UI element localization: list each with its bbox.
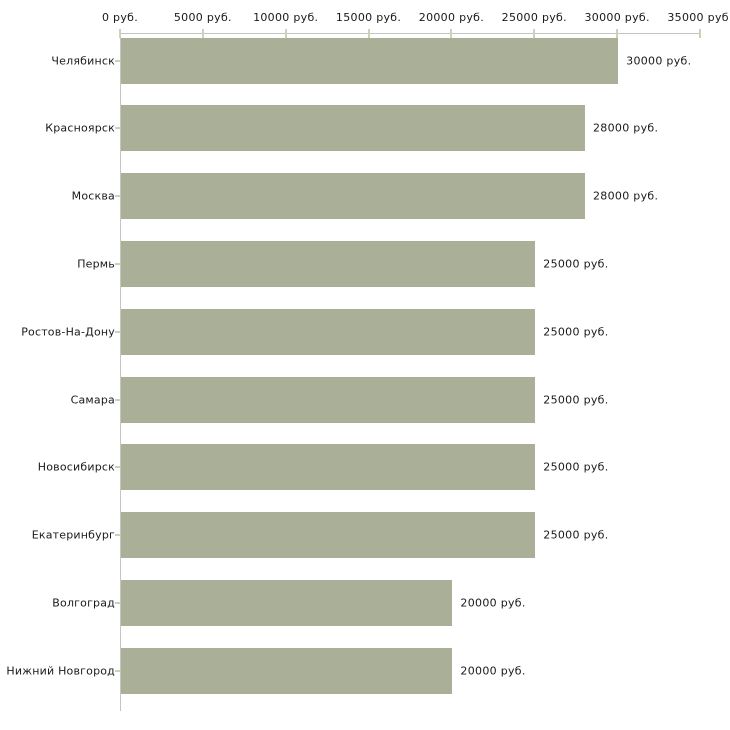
x-axis-line bbox=[120, 33, 701, 34]
bar-волгоград bbox=[121, 579, 453, 626]
bar-челябинск bbox=[121, 37, 619, 84]
y-axis-line bbox=[120, 33, 121, 711]
x-axis-tick-mark bbox=[699, 29, 701, 38]
bar-value-label: 20000 руб. bbox=[460, 596, 526, 610]
y-axis-tick-mark bbox=[115, 466, 120, 469]
bar-value-label: 25000 руб. bbox=[543, 528, 609, 542]
category-label: Пермь bbox=[77, 257, 115, 271]
x-axis-tick-label: 30000 руб. bbox=[584, 11, 650, 24]
x-axis-tick-mark bbox=[201, 29, 204, 38]
x-axis-tick-label: 10000 руб. bbox=[253, 11, 319, 24]
y-axis-tick-mark bbox=[115, 669, 120, 672]
bar-ростов-на-дону bbox=[121, 308, 536, 355]
x-axis-tick-label: 35000 руб. bbox=[667, 11, 730, 24]
bar-value-label: 20000 руб. bbox=[460, 664, 526, 678]
category-label: Челябинск bbox=[51, 54, 115, 67]
bar-самара bbox=[121, 376, 536, 423]
category-label: Красноярск bbox=[45, 121, 115, 135]
category-label: Екатеринбург bbox=[31, 528, 115, 542]
bar-value-label: 25000 руб. bbox=[543, 257, 609, 271]
x-axis-tick-mark bbox=[119, 29, 121, 38]
category-label: Ростов-На-Дону bbox=[21, 325, 115, 339]
bar-value-label: 25000 руб. bbox=[543, 325, 609, 339]
y-axis-tick-mark bbox=[115, 195, 120, 198]
x-axis-tick-mark bbox=[450, 29, 453, 38]
bar-value-label: 28000 руб. bbox=[593, 121, 659, 135]
bar-новосибирск bbox=[121, 444, 536, 491]
x-axis-tick-label: 5000 руб. bbox=[173, 11, 232, 24]
bar-value-label: 25000 руб. bbox=[543, 460, 609, 474]
category-label: Нижний Новгород bbox=[6, 664, 115, 678]
y-axis-tick-mark bbox=[115, 127, 120, 130]
x-axis-tick-label: 25000 руб. bbox=[501, 11, 567, 24]
x-axis-tick-label: 0 руб. bbox=[101, 11, 139, 24]
x-axis-tick-label: 20000 руб. bbox=[418, 11, 485, 24]
x-axis-tick-mark bbox=[284, 29, 287, 38]
y-axis-tick-mark bbox=[115, 601, 120, 604]
bar-москва bbox=[121, 173, 585, 220]
bar-пермь bbox=[121, 240, 536, 287]
x-axis-tick-mark bbox=[616, 29, 619, 38]
bar-красноярск bbox=[121, 105, 585, 152]
category-label: Москва bbox=[71, 189, 115, 203]
bar-value-label: 30000 руб. bbox=[626, 54, 692, 67]
bar-нижний-новгород bbox=[121, 647, 453, 694]
bar-value-label: 25000 руб. bbox=[543, 393, 609, 406]
category-label: Самара bbox=[70, 393, 115, 406]
x-axis-tick-mark bbox=[367, 29, 370, 38]
y-axis-tick-mark bbox=[115, 534, 120, 537]
y-axis-tick-mark bbox=[115, 59, 120, 62]
y-axis-tick-mark bbox=[115, 330, 120, 333]
category-label: Новосибирск bbox=[37, 460, 115, 474]
y-axis-tick-mark bbox=[115, 262, 120, 265]
x-axis-tick-mark bbox=[533, 29, 536, 38]
category-label: Волгоград bbox=[52, 596, 115, 610]
y-axis-tick-mark bbox=[115, 398, 120, 401]
x-axis-tick-label: 15000 руб. bbox=[335, 11, 402, 24]
bar-value-label: 28000 руб. bbox=[593, 189, 659, 203]
bar-екатеринбург bbox=[121, 512, 536, 559]
